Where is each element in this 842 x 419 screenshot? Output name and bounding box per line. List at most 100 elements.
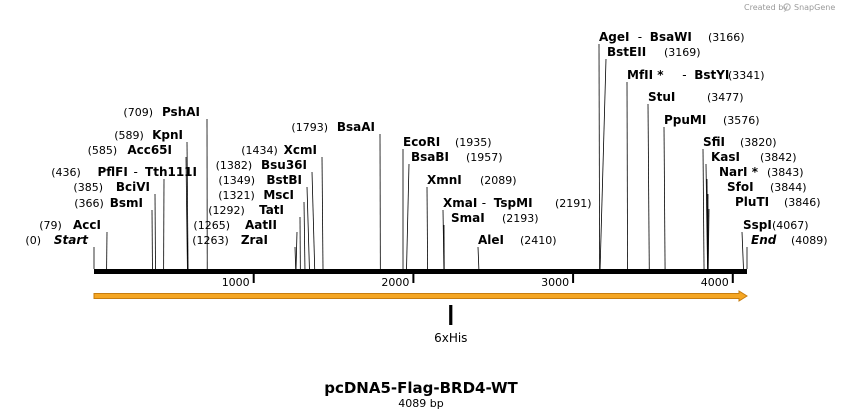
site-position: (2193): [502, 212, 539, 225]
site-leader-line: [626, 81, 628, 270]
site-position: (385): [73, 181, 103, 194]
restriction-site[interactable]: SfoI (3844): [727, 180, 807, 194]
site-leader-lines: [93, 43, 748, 270]
site-name: Start: [54, 233, 89, 247]
restriction-site[interactable]: BsmI (366): [74, 196, 143, 210]
site-leader-line: [294, 246, 297, 270]
site-leader-line: [442, 209, 445, 270]
ruler-tick-label: 4000: [701, 276, 729, 289]
site-leader-line: [663, 126, 666, 270]
site-labels: Start (0) AccI (79) BsmI (366) BciVI (385) Tth11…: [25, 30, 827, 247]
site-position: (3846): [784, 196, 821, 209]
ruler-tick-label: 3000: [541, 276, 569, 289]
site-name: XmaI: [443, 196, 477, 210]
site-name: PluTI: [735, 195, 769, 209]
site-position: (436): [51, 166, 81, 179]
site-leader-line: [599, 58, 607, 270]
site-name: PshAI: [162, 105, 200, 119]
restriction-site[interactable]: BsaBI (1957): [411, 150, 503, 164]
site-name: NarI *: [719, 165, 759, 179]
restriction-site[interactable]: PshAI (709): [123, 105, 200, 119]
sequence-backbone: 1000 2000 3000 4000: [94, 269, 747, 289]
restriction-site[interactable]: XmaI - TspMI (2191): [443, 196, 592, 210]
site-position: (2191): [555, 197, 592, 210]
ruler-tick: [572, 274, 575, 283]
map-length: 4089 bp: [398, 397, 443, 410]
site-name-secondary: BsaWI: [650, 30, 692, 44]
site-name-separator: -: [638, 30, 642, 44]
restriction-site[interactable]: SspI (4067): [743, 218, 809, 232]
restriction-site[interactable]: Start (0): [25, 233, 89, 247]
site-leader-line: [406, 163, 410, 270]
restriction-site[interactable]: BsaAI (1793): [291, 120, 375, 134]
site-leader-line: [311, 171, 316, 270]
site-name-separator: -: [482, 196, 486, 210]
restriction-site[interactable]: AleI (2410): [478, 233, 557, 247]
site-name: TatI: [259, 203, 284, 217]
site-name: XmnI: [427, 173, 462, 187]
map-title: pcDNA5-Flag-BRD4-WT: [324, 379, 518, 397]
restriction-site[interactable]: AccI (79): [39, 218, 101, 232]
restriction-site[interactable]: StuI (3477): [648, 90, 744, 104]
restriction-site[interactable]: Tth111I-PflFI (436): [51, 165, 197, 179]
orf-arrow-shape[interactable]: [93, 290, 748, 302]
site-position: (3166): [708, 31, 745, 44]
site-name: AatII: [245, 218, 277, 232]
restriction-site[interactable]: NarI * (3843): [719, 165, 804, 179]
site-name: SmaI: [451, 211, 485, 225]
site-name: KpnI: [152, 128, 183, 142]
restriction-site[interactable]: XmnI (2089): [427, 173, 517, 187]
feature-mark[interactable]: [449, 305, 453, 325]
site-name: BstEII: [607, 45, 646, 59]
snapgene-credit: Created by SnapGene: [744, 3, 835, 12]
site-name: BsmI: [110, 196, 143, 210]
site-name: XcmI: [284, 143, 317, 157]
restriction-site[interactable]: SfiI (3820): [703, 135, 777, 149]
restriction-site[interactable]: BciVI (385): [73, 180, 150, 194]
restriction-site[interactable]: BstEII (3169): [607, 45, 701, 59]
site-position: (3842): [760, 151, 797, 164]
restriction-site[interactable]: Bsu36I (1382): [216, 158, 307, 172]
site-position: (589): [114, 129, 144, 142]
site-name: SfoI: [727, 180, 754, 194]
restriction-site[interactable]: XcmI (1434): [241, 143, 317, 157]
site-name: AgeI: [599, 30, 629, 44]
site-position: (3820): [740, 136, 777, 149]
restriction-site[interactable]: BstBI (1349): [218, 173, 302, 187]
restriction-site[interactable]: SmaI (2193): [451, 211, 539, 225]
site-name-separator: -: [682, 68, 686, 82]
site-position: (0): [25, 234, 41, 247]
restriction-site[interactable]: KpnI (589): [114, 128, 183, 142]
site-position: (3477): [707, 91, 744, 104]
site-leader-line: [702, 148, 705, 270]
site-name: SspI: [743, 218, 772, 232]
restriction-site[interactable]: MscI (1321): [218, 188, 294, 202]
site-name-secondary: TspMI: [494, 196, 533, 210]
site-name: BciVI: [116, 180, 150, 194]
site-name-secondary: Tth111I: [145, 165, 197, 179]
restriction-site[interactable]: KasI (3842): [711, 150, 797, 164]
site-name: AleI: [478, 233, 504, 247]
restriction-site[interactable]: MfII * - BstYI(3341): [627, 68, 765, 82]
orf-arrow[interactable]: [93, 290, 748, 302]
site-position: (2089): [480, 174, 517, 187]
credit-prefix: Created by: [744, 3, 788, 12]
restriction-site[interactable]: AgeI - BsaWI (3166): [599, 30, 745, 44]
restriction-site[interactable]: ZraI (1263): [192, 233, 268, 247]
restriction-site[interactable]: PpuMI (3576): [664, 113, 760, 127]
site-name: End: [751, 233, 777, 247]
restriction-site[interactable]: EcoRI (1935): [403, 135, 492, 149]
site-position: (4089): [791, 234, 828, 247]
restriction-site[interactable]: End (4089): [751, 233, 828, 247]
site-position: (1349): [218, 174, 255, 187]
site-position: (1382): [216, 159, 253, 172]
site-name: Acc65I: [127, 143, 172, 157]
restriction-site[interactable]: PluTI (3846): [735, 195, 821, 209]
site-leader-line: [306, 186, 310, 270]
restriction-site[interactable]: Acc65I (585): [88, 143, 172, 157]
site-position: (1434): [241, 144, 278, 157]
ruler-tick-label: 2000: [381, 276, 409, 289]
restriction-site[interactable]: TatI (1292): [208, 203, 284, 217]
restriction-site[interactable]: AatII (1265): [193, 218, 277, 232]
